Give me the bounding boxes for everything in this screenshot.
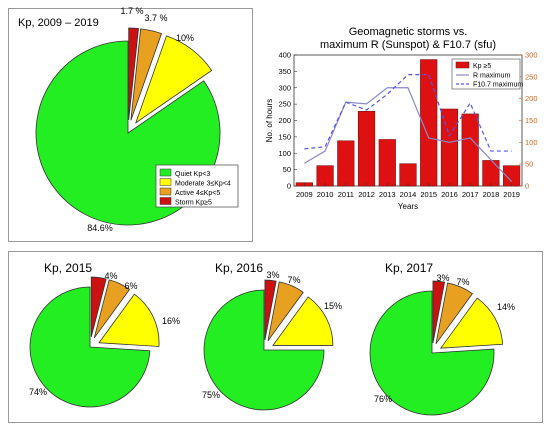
chart-title: Geomagnetic storms vs. xyxy=(349,26,468,38)
pie-title: Kp, 2015 xyxy=(44,261,92,275)
pie-slice xyxy=(432,280,446,344)
pie-title: Kp, 2016 xyxy=(215,261,263,275)
pie-legend-label: Storm Kp≥5 xyxy=(175,200,212,207)
pie-slice-label: 6% xyxy=(124,281,137,291)
x-axis-label: Years xyxy=(398,202,418,211)
pie-legend-label: Active 4≤Kp<5 xyxy=(175,190,220,197)
x-tick-label: 2010 xyxy=(317,190,334,199)
f107-maximum-line xyxy=(304,74,512,152)
pie-legend-swatch xyxy=(159,168,172,177)
y2-tick-label: 200 xyxy=(525,94,538,103)
pie-slice-label: 16% xyxy=(162,316,180,326)
pie-slice xyxy=(439,297,504,349)
pie-legend-swatch xyxy=(159,197,172,205)
pie-slice xyxy=(369,290,495,416)
pie-slice-label: 10% xyxy=(176,33,194,43)
pie-slice xyxy=(29,286,151,408)
y2-tick-label: 150 xyxy=(525,116,538,125)
pie-slice-label: 7% xyxy=(456,277,469,287)
pie-title: Kp, 2017 xyxy=(385,261,433,275)
pie-title: Kp, 2009 – 2019 xyxy=(18,17,99,29)
x-tick-label: 2015 xyxy=(420,190,437,199)
x-tick-label: 2012 xyxy=(358,190,375,199)
pie-legend-swatch xyxy=(159,178,172,186)
y-tick-label: 50 xyxy=(283,165,291,174)
pie-slice-label: 75% xyxy=(202,390,220,400)
pie-slice xyxy=(264,279,277,341)
pie-legend-label: Quiet Kp<3 xyxy=(175,171,210,178)
x-tick-label: 2017 xyxy=(462,190,479,199)
pie-slice-label: 4% xyxy=(104,271,117,281)
pie-slice xyxy=(267,281,304,342)
y-tick-label: 300 xyxy=(278,83,291,92)
y-tick-label: 400 xyxy=(278,51,291,60)
x-tick-label: 2019 xyxy=(503,190,520,199)
y2-tick-label: 300 xyxy=(525,51,538,60)
chart-subtitle: maximum R (Sunspot) & F10.7 (sfu) xyxy=(320,39,496,51)
y-tick-label: 200 xyxy=(278,116,291,125)
pie-legend-label: Moderate 3≤Kp<4 xyxy=(175,181,231,188)
pie-slice xyxy=(130,28,163,121)
x-tick-label: 2011 xyxy=(338,190,354,199)
pie-slice xyxy=(203,289,325,411)
y2-tick-label: 250 xyxy=(525,72,538,81)
pie-slice-label: 76% xyxy=(374,394,392,404)
pie-slice xyxy=(93,279,131,339)
pie-slice-label: 15% xyxy=(324,301,342,311)
pie-slice xyxy=(272,296,334,346)
y-tick-label: 350 xyxy=(278,67,291,76)
pie-slice xyxy=(128,27,139,121)
y-tick-label: 250 xyxy=(278,100,291,109)
x-tick-label: 2014 xyxy=(400,190,417,199)
pie-slice-label: 74% xyxy=(29,387,47,397)
pie-slice-label: 3.7 % xyxy=(144,13,167,23)
y-tick-label: 100 xyxy=(278,149,291,158)
y-tick-label: 150 xyxy=(278,132,291,141)
pie-legend-swatch xyxy=(159,187,172,196)
pie-slice-label: 3% xyxy=(436,273,449,283)
r-maximum-line xyxy=(304,87,513,183)
pie-slice-label: 84.6% xyxy=(87,223,113,233)
y2-tick-label: 50 xyxy=(525,160,533,169)
x-tick-label: 2018 xyxy=(483,190,500,199)
pie-slice-label: 7% xyxy=(287,275,300,285)
x-tick-label: 2013 xyxy=(379,190,396,199)
pie-slice xyxy=(98,293,160,347)
pie-slice xyxy=(90,276,107,338)
legend-label: F10.7 maximum xyxy=(473,82,523,89)
x-tick-label: 2009 xyxy=(296,190,313,199)
y2-tick-label: 0 xyxy=(525,182,529,191)
y2-tick-label: 100 xyxy=(525,138,538,147)
pie-slice xyxy=(135,35,213,124)
legend-label: Kp ≥5 xyxy=(473,63,491,70)
y-tick-label: 0 xyxy=(287,182,291,191)
y-axis-label: No. of hours xyxy=(265,99,274,143)
pie-slice xyxy=(435,282,473,345)
legend-label: R maximum xyxy=(473,73,511,80)
pie-slice-label: 3% xyxy=(266,270,279,280)
x-tick-label: 2016 xyxy=(441,190,458,199)
legend-swatch-bar xyxy=(455,61,470,69)
pie-slice-label: 1.7 % xyxy=(120,6,143,16)
pie-slice-label: 14% xyxy=(497,302,515,312)
